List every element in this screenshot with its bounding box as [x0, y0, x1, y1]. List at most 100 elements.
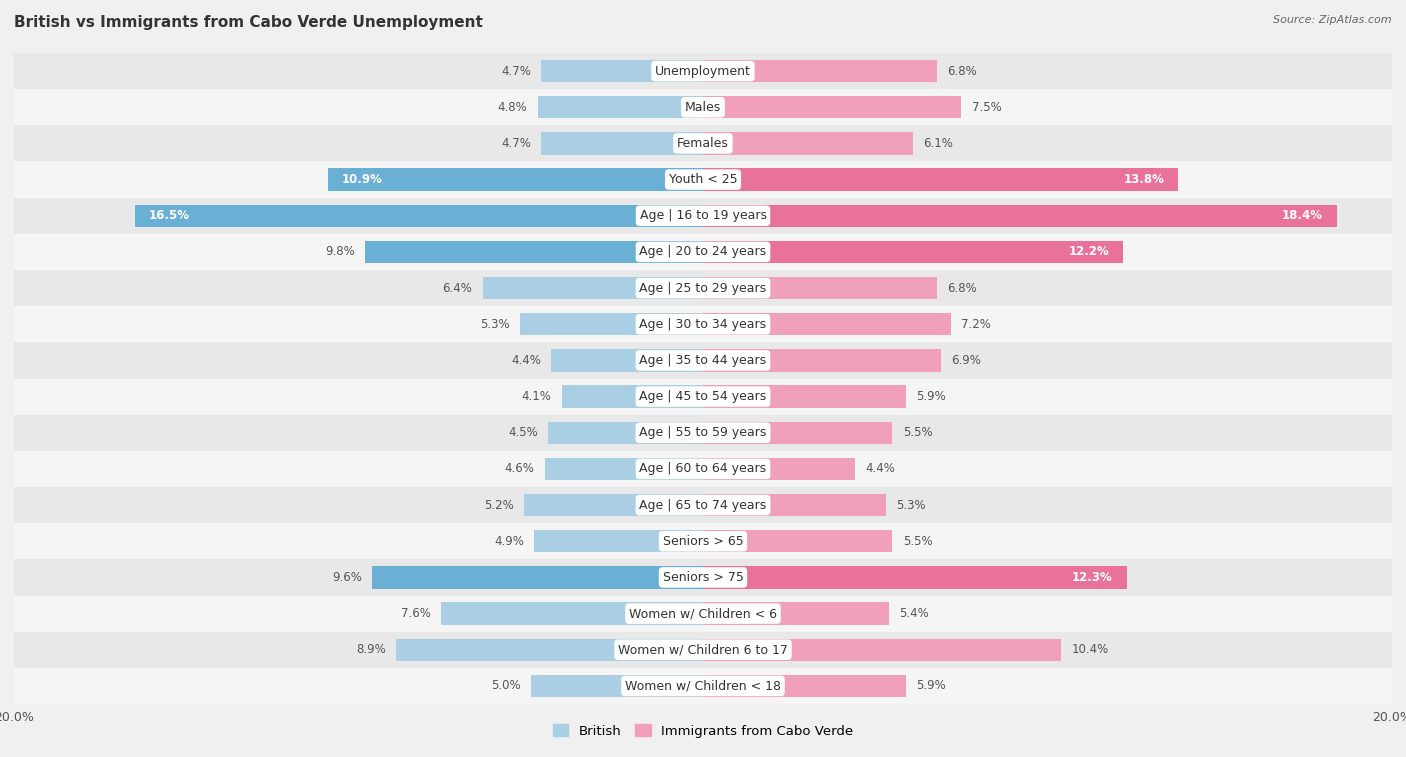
- Bar: [703, 674, 907, 697]
- Text: 7.5%: 7.5%: [972, 101, 1001, 114]
- Bar: [541, 60, 703, 83]
- Text: 7.6%: 7.6%: [401, 607, 430, 620]
- Bar: [14, 415, 1392, 451]
- Text: 4.9%: 4.9%: [494, 534, 524, 548]
- Bar: [562, 385, 703, 408]
- Bar: [14, 523, 1392, 559]
- Bar: [537, 96, 703, 118]
- Bar: [703, 60, 938, 83]
- Text: 4.1%: 4.1%: [522, 390, 551, 403]
- Bar: [703, 204, 1337, 227]
- Bar: [703, 639, 1062, 661]
- Text: 6.4%: 6.4%: [443, 282, 472, 294]
- Text: Women w/ Children 6 to 17: Women w/ Children 6 to 17: [619, 643, 787, 656]
- Text: 6.1%: 6.1%: [924, 137, 953, 150]
- Bar: [14, 487, 1392, 523]
- Text: Age | 25 to 29 years: Age | 25 to 29 years: [640, 282, 766, 294]
- Text: Age | 35 to 44 years: Age | 35 to 44 years: [640, 354, 766, 367]
- Bar: [366, 241, 703, 263]
- Text: 16.5%: 16.5%: [149, 209, 190, 223]
- Bar: [135, 204, 703, 227]
- Bar: [328, 168, 703, 191]
- Text: 4.6%: 4.6%: [505, 463, 534, 475]
- Text: 5.3%: 5.3%: [896, 499, 925, 512]
- Text: 8.9%: 8.9%: [356, 643, 387, 656]
- Bar: [703, 96, 962, 118]
- Bar: [14, 89, 1392, 126]
- Bar: [14, 270, 1392, 306]
- Text: 9.6%: 9.6%: [332, 571, 361, 584]
- Bar: [703, 313, 950, 335]
- Bar: [14, 631, 1392, 668]
- Text: Women w/ Children < 6: Women w/ Children < 6: [628, 607, 778, 620]
- Bar: [396, 639, 703, 661]
- Text: Age | 55 to 59 years: Age | 55 to 59 years: [640, 426, 766, 439]
- Bar: [534, 530, 703, 553]
- Bar: [703, 168, 1178, 191]
- Bar: [520, 313, 703, 335]
- Text: 5.4%: 5.4%: [900, 607, 929, 620]
- Bar: [14, 306, 1392, 342]
- Bar: [14, 234, 1392, 270]
- Text: Source: ZipAtlas.com: Source: ZipAtlas.com: [1274, 15, 1392, 25]
- Text: 4.8%: 4.8%: [498, 101, 527, 114]
- Text: 5.3%: 5.3%: [481, 318, 510, 331]
- Bar: [703, 277, 938, 299]
- Text: Youth < 25: Youth < 25: [669, 173, 737, 186]
- Text: 4.7%: 4.7%: [501, 64, 531, 77]
- Bar: [703, 422, 893, 444]
- Text: 5.5%: 5.5%: [903, 426, 932, 439]
- Text: 13.8%: 13.8%: [1123, 173, 1164, 186]
- Bar: [703, 132, 912, 154]
- Bar: [551, 349, 703, 372]
- Bar: [482, 277, 703, 299]
- Bar: [524, 494, 703, 516]
- Bar: [14, 161, 1392, 198]
- Text: 18.4%: 18.4%: [1282, 209, 1323, 223]
- Bar: [703, 349, 941, 372]
- Text: Seniors > 75: Seniors > 75: [662, 571, 744, 584]
- Text: 7.2%: 7.2%: [962, 318, 991, 331]
- Text: Females: Females: [678, 137, 728, 150]
- Text: Age | 30 to 34 years: Age | 30 to 34 years: [640, 318, 766, 331]
- Text: 4.7%: 4.7%: [501, 137, 531, 150]
- Text: Age | 60 to 64 years: Age | 60 to 64 years: [640, 463, 766, 475]
- Text: 9.8%: 9.8%: [325, 245, 356, 258]
- Text: 5.9%: 5.9%: [917, 390, 946, 403]
- Text: 4.4%: 4.4%: [865, 463, 894, 475]
- Bar: [373, 566, 703, 589]
- Text: Women w/ Children < 18: Women w/ Children < 18: [626, 680, 780, 693]
- Bar: [548, 422, 703, 444]
- Bar: [441, 603, 703, 625]
- Text: 10.4%: 10.4%: [1071, 643, 1109, 656]
- Text: 5.0%: 5.0%: [491, 680, 520, 693]
- Bar: [14, 596, 1392, 631]
- Text: 5.2%: 5.2%: [484, 499, 513, 512]
- Text: 4.4%: 4.4%: [512, 354, 541, 367]
- Bar: [14, 198, 1392, 234]
- Text: 4.5%: 4.5%: [508, 426, 537, 439]
- Text: Age | 65 to 74 years: Age | 65 to 74 years: [640, 499, 766, 512]
- Text: Age | 20 to 24 years: Age | 20 to 24 years: [640, 245, 766, 258]
- Text: Unemployment: Unemployment: [655, 64, 751, 77]
- Text: British vs Immigrants from Cabo Verde Unemployment: British vs Immigrants from Cabo Verde Un…: [14, 15, 482, 30]
- Bar: [703, 530, 893, 553]
- Legend: British, Immigrants from Cabo Verde: British, Immigrants from Cabo Verde: [547, 719, 859, 743]
- Bar: [531, 674, 703, 697]
- Bar: [703, 494, 886, 516]
- Text: Males: Males: [685, 101, 721, 114]
- Bar: [703, 458, 855, 480]
- Bar: [14, 559, 1392, 596]
- Text: 12.3%: 12.3%: [1073, 571, 1114, 584]
- Text: 12.2%: 12.2%: [1069, 245, 1109, 258]
- Bar: [14, 126, 1392, 161]
- Bar: [541, 132, 703, 154]
- Text: Seniors > 65: Seniors > 65: [662, 534, 744, 548]
- Text: 10.9%: 10.9%: [342, 173, 382, 186]
- Text: Age | 45 to 54 years: Age | 45 to 54 years: [640, 390, 766, 403]
- Text: 6.8%: 6.8%: [948, 282, 977, 294]
- Bar: [703, 603, 889, 625]
- Bar: [703, 566, 1126, 589]
- Text: 6.9%: 6.9%: [950, 354, 981, 367]
- Bar: [14, 668, 1392, 704]
